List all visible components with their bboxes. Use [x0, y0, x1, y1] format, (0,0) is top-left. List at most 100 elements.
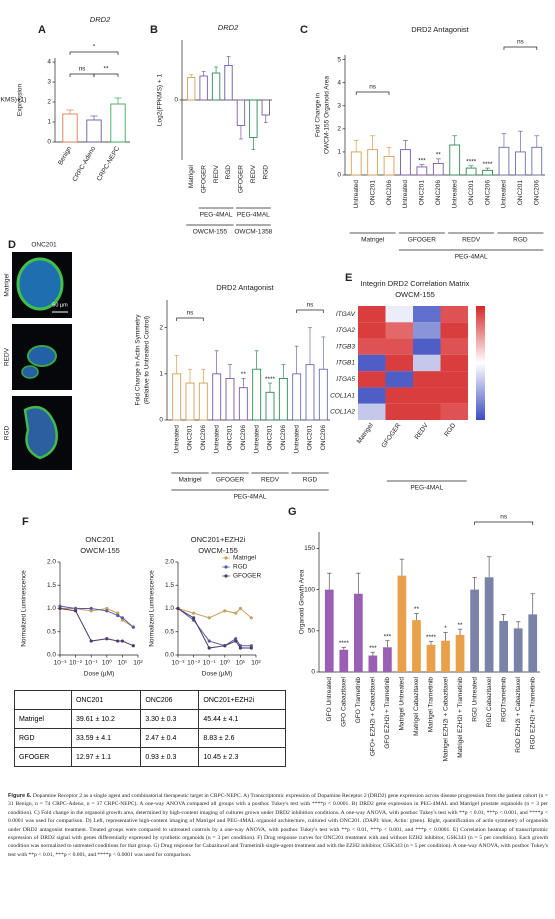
point — [238, 646, 242, 650]
group-label: PEG-4MAL — [234, 494, 267, 501]
y-tick-label: 50 — [308, 628, 316, 635]
significance: *** — [418, 157, 426, 164]
y-tick-label: 3 — [47, 79, 51, 86]
heat-cell — [413, 403, 441, 420]
bracket-label: ns — [369, 84, 377, 91]
series-line — [177, 608, 252, 647]
x-tick-label: Untreated — [173, 425, 180, 454]
y-axis-label: Organoid Growth Area — [299, 569, 306, 634]
heat-cell — [358, 306, 386, 323]
y-tick-label: 1.0 — [165, 605, 174, 612]
header-cell: ONC201 — [70, 690, 142, 710]
x-tick-label: 10¹ — [118, 660, 128, 667]
point — [249, 616, 253, 620]
y-axis-label: Normalized Luminescence — [149, 570, 156, 647]
micrographs: 50 µm ONC201 Matrigel REDV RGD — [4, 242, 72, 470]
y-tick-label: 1.5 — [47, 582, 56, 589]
y-tick-label: 1 — [337, 149, 341, 156]
point — [223, 609, 227, 613]
caption: Figure 6. Dopamine Receptor 2 as a singl… — [8, 792, 548, 859]
bar — [484, 577, 494, 672]
chart-subtitle: OWCM-155 — [198, 546, 238, 555]
heat-cell — [440, 387, 468, 404]
panel-label: D — [8, 239, 16, 251]
point — [105, 637, 109, 641]
bar — [498, 146, 510, 176]
x-tick-label: RGD Untreated — [471, 677, 478, 722]
bar — [482, 169, 493, 176]
chart-subtitle: OWCM-155 — [395, 290, 435, 299]
heat-cell — [385, 387, 413, 404]
x-tick-label: ONC201 — [227, 425, 234, 451]
point — [192, 616, 196, 620]
row-label: COL1A2 — [330, 409, 355, 416]
row-label: Matrigel — [14, 709, 72, 729]
point — [105, 609, 109, 613]
x-tick-label: RGD EZH2i + Trametinib — [529, 677, 536, 749]
column-label: REDV — [414, 422, 430, 441]
series-line — [177, 608, 252, 649]
group-label: PEG-4MAL — [200, 212, 233, 219]
table-row: RGD 33.59 ± 4.1 2.47 ± 0.4 8.83 ± 2.6 — [14, 728, 286, 748]
chart-title: DRD2 — [218, 23, 239, 32]
x-tick-label: 10⁻³ — [172, 660, 186, 667]
x-tick-label: CRPC-NEPC — [96, 145, 122, 182]
chart-title: DRD2 Antagonist — [411, 25, 469, 34]
row-label: ITGA5 — [336, 376, 355, 383]
x-tick-label: Matrigel EZH2i + Cabazitaxel — [442, 676, 449, 761]
row-label: ITGB1 — [336, 360, 355, 367]
point — [120, 616, 124, 620]
heat-cell — [358, 387, 386, 404]
bar — [432, 163, 444, 176]
row-label: COL1A1 — [330, 392, 355, 399]
bar — [198, 382, 208, 421]
x-tick-label: 10⁻³ — [54, 660, 68, 667]
x-tick-label: 10⁰ — [220, 659, 230, 667]
x-tick-label: ONC206 — [280, 425, 287, 451]
bar — [211, 72, 221, 101]
panel-label: B — [150, 24, 158, 36]
x-tick-label: Benign — [57, 145, 73, 166]
organoid — [23, 405, 58, 460]
row-label: GFOGER — [14, 747, 72, 767]
row-label: ITGB3 — [336, 343, 355, 350]
x-tick-label: Untreated — [402, 180, 409, 209]
organoid — [21, 365, 39, 379]
heat-cell — [358, 403, 386, 420]
significance: ** — [414, 606, 420, 613]
significance: ** — [458, 622, 464, 629]
chart-subtitle: OWCM-155 — [80, 546, 120, 555]
x-tick-label: RGD EZH2i + Cabazitaxel — [515, 676, 522, 752]
y-tick-label: 0.5 — [165, 628, 174, 635]
image-label: Matrigel — [4, 273, 11, 297]
x-tick-label: 10⁻² — [69, 660, 83, 667]
x-tick-label: 10⁻¹ — [203, 660, 217, 667]
x-tick-label: ONC206 — [240, 425, 247, 451]
heat-cell — [413, 322, 441, 339]
y-tick-label: 1.0 — [47, 605, 56, 612]
bar — [368, 655, 378, 672]
image-label: REDV — [4, 347, 11, 366]
bar — [249, 99, 258, 138]
y-axis-label: Expression — [17, 84, 24, 117]
row-label: ITGAV — [336, 311, 356, 318]
cell: 12.97 ± 1.1 — [70, 747, 142, 767]
group-label: REDV — [462, 237, 481, 244]
heat-cell — [440, 371, 468, 388]
bracket-label: ns — [500, 514, 508, 521]
bar — [238, 387, 248, 421]
bar — [353, 593, 363, 672]
point — [58, 606, 62, 611]
bar — [187, 77, 196, 101]
panel-label: G — [288, 506, 297, 518]
heat-cell — [413, 387, 441, 404]
bar — [62, 113, 78, 143]
x-tick-label: Matrigel EZH2i + Trametinib — [457, 677, 464, 758]
significance: **** — [426, 634, 437, 641]
bracket-label: ** — [103, 66, 109, 73]
cell: 10.45 ± 2.3 — [198, 747, 286, 767]
legend-label: Matrigel — [233, 555, 257, 562]
x-tick-label: REDV — [250, 164, 257, 183]
group-label: PEG-4MAL — [410, 485, 443, 492]
group-label: Matrigel — [361, 237, 385, 244]
